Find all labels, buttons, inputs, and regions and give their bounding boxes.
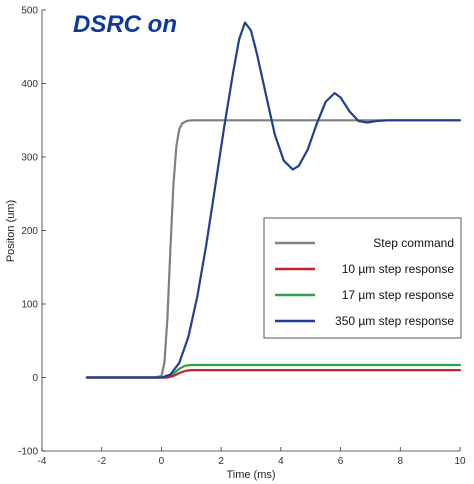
y-axis-title: Positon (um) bbox=[5, 200, 17, 262]
x-axis-title: Time (ms) bbox=[226, 469, 275, 481]
x-tick-label: 10 bbox=[454, 456, 466, 467]
x-tick-label: -4 bbox=[38, 456, 47, 467]
chart-title: DSRC on bbox=[73, 11, 177, 38]
x-tick-label: 4 bbox=[278, 456, 284, 467]
y-tick-label: 100 bbox=[21, 300, 38, 311]
y-tick-label: 0 bbox=[32, 373, 38, 384]
series-line-1 bbox=[85, 369, 462, 379]
y-tick-label: 500 bbox=[21, 6, 38, 17]
y-tick-label: -100 bbox=[18, 447, 38, 458]
legend-label: Step command bbox=[373, 236, 454, 250]
x-tick-label: 0 bbox=[159, 456, 165, 467]
legend-box bbox=[263, 217, 462, 339]
x-tick-label: 2 bbox=[218, 456, 224, 467]
series-line-3 bbox=[85, 21, 462, 379]
x-tick-label: 6 bbox=[338, 456, 344, 467]
y-tick-label: 200 bbox=[21, 226, 38, 237]
legend-label: 350 µm step response bbox=[335, 314, 454, 328]
legend: Step command 10 µm step response 17 µm ste… bbox=[263, 217, 462, 339]
legend-label: 17 µm step response bbox=[342, 288, 455, 302]
x-tick-label: -2 bbox=[97, 456, 106, 467]
series-line-0 bbox=[85, 119, 462, 379]
series-group bbox=[85, 21, 462, 379]
legend-label: 10 µm step response bbox=[342, 262, 455, 276]
x-tick-label: 8 bbox=[398, 456, 404, 467]
y-tick-label: 300 bbox=[21, 153, 38, 164]
y-tick-label: 400 bbox=[21, 79, 38, 90]
axes: -4 -2 0 2 4 6 8 10 -100 0 100 200 300 400 500 bbox=[18, 6, 466, 468]
